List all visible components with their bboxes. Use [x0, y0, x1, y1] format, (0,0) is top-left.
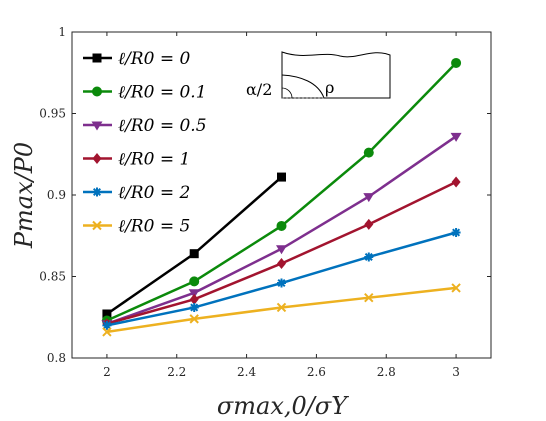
legend-swatch-marker	[92, 86, 102, 97]
data-point-4-1	[189, 302, 199, 312]
x-axis-label: σmax,0/σY	[217, 392, 349, 420]
data-point-1-3	[363, 147, 374, 158]
tick-marks: 2 2.2 2.4 2.6 2.8 3 0.8 0.85 0.9 0.95 1	[39, 25, 491, 379]
legend-entry-3: ℓ/R0 = 1	[83, 150, 190, 170]
legend-label: ℓ/R0 = 0	[118, 49, 190, 69]
notch-inset: α/2 ρ	[246, 51, 391, 99]
data-point-3-3	[364, 218, 374, 230]
x-tick-label: 2	[103, 365, 111, 379]
data-point-0-0	[102, 309, 112, 319]
x-tick-label: 2.4	[237, 365, 256, 379]
series-0	[102, 172, 286, 319]
data-point-3-2	[277, 257, 286, 269]
x-tick-label: 2.2	[167, 365, 186, 379]
legend-swatch-marker	[92, 153, 102, 164]
legend-entry-2: ℓ/R0 = 0.5	[83, 116, 207, 136]
x-tick-label: 2.8	[377, 365, 396, 379]
inset-notch-curve	[281, 74, 325, 99]
series-4	[102, 227, 461, 330]
legend-swatch-marker	[92, 220, 102, 231]
y-tick-label: 1	[58, 25, 66, 39]
series-5	[102, 283, 461, 337]
data-point-2-2	[276, 245, 287, 255]
data-point-5-0	[102, 327, 112, 337]
legend-entry-4: ℓ/R0 = 2	[83, 183, 190, 203]
legend-label: ℓ/R0 = 0.5	[118, 116, 207, 136]
data-point-0-1	[189, 249, 199, 259]
legend-entry-0: ℓ/R0 = 0	[83, 49, 190, 69]
data-point-5-4	[451, 283, 461, 293]
y-axis-label: Pmax/P0	[10, 142, 38, 249]
data-point-5-2	[276, 302, 287, 313]
data-point-1-4	[451, 57, 462, 68]
legend-label: ℓ/R0 = 5	[118, 217, 190, 237]
data-point-1-2	[276, 220, 287, 231]
series-lines	[101, 57, 462, 337]
data-point-2-3	[363, 193, 375, 203]
data-point-4-0	[102, 320, 112, 330]
legend-label: ℓ/R0 = 2	[118, 183, 190, 203]
legend-label: ℓ/R0 = 0.1	[118, 83, 207, 103]
data-point-3-4	[451, 176, 461, 188]
data-point-2-4	[450, 132, 462, 142]
data-point-4-2	[277, 278, 286, 288]
data-point-3-1	[189, 293, 199, 305]
legend: ℓ/R0 = 0 ℓ/R0 = 0.1 ℓ/R0 = 0.5 ℓ/R0 = 1 ℓ/R0…	[83, 49, 207, 237]
legend-label: ℓ/R0 = 1	[118, 150, 190, 170]
data-point-4-4	[451, 227, 461, 237]
legend-swatch-marker	[91, 121, 103, 131]
data-point-1-1	[189, 276, 200, 287]
x-tick-label: 2.6	[307, 365, 326, 379]
y-tick-label: 0.9	[47, 188, 66, 202]
inset-alpha-label: α/2	[246, 80, 272, 99]
legend-swatch-marker	[92, 53, 102, 63]
data-point-0-2	[277, 172, 286, 182]
data-point-5-1	[189, 314, 199, 324]
data-point-4-3	[364, 252, 374, 262]
legend-swatch-marker	[92, 187, 102, 197]
inset-shape	[281, 51, 391, 99]
y-tick-label: 0.8	[47, 351, 66, 365]
inset-angle-arc	[281, 87, 293, 99]
y-tick-label: 0.85	[39, 270, 66, 284]
x-tick-label: 3	[452, 365, 460, 379]
data-point-5-3	[364, 292, 374, 303]
data-point-2-1	[188, 289, 200, 299]
legend-entry-5: ℓ/R0 = 5	[83, 217, 190, 237]
y-tick-label: 0.95	[39, 107, 66, 121]
inset-rho-label: ρ	[325, 78, 334, 97]
legend-entry-1: ℓ/R0 = 0.1	[83, 83, 207, 103]
